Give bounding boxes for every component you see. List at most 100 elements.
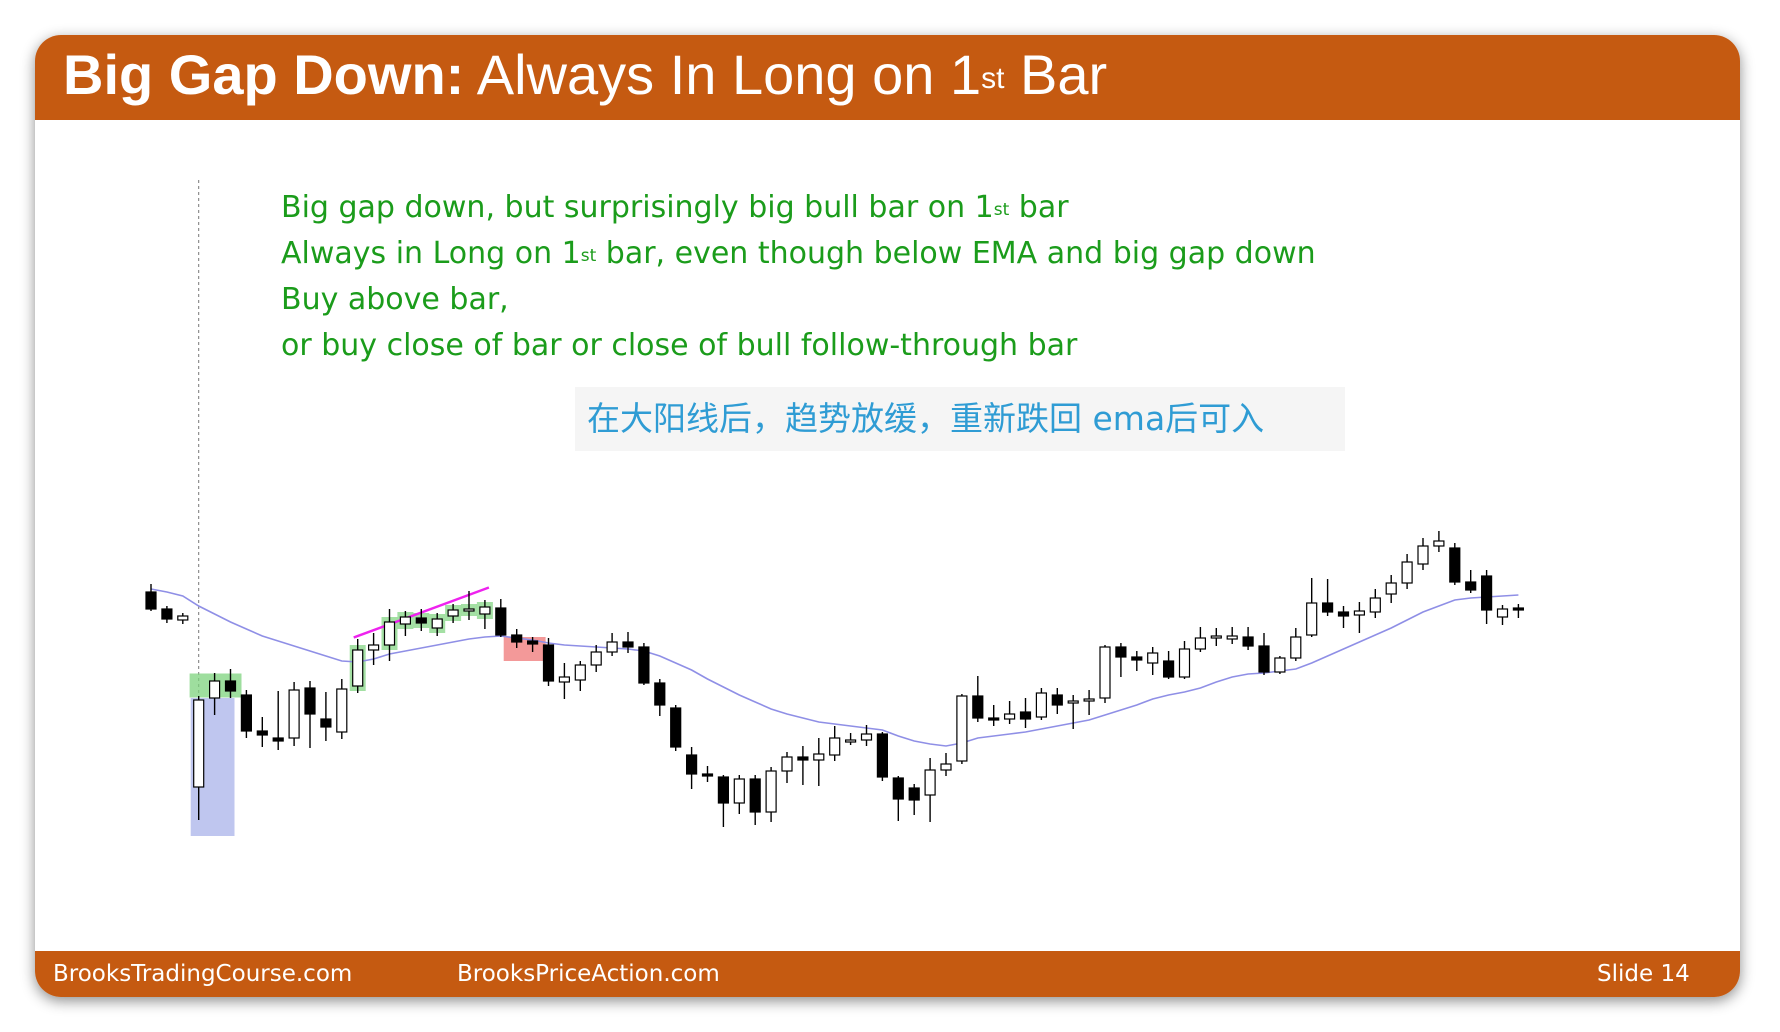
bull-candle (288, 689, 300, 739)
bull-candle (1099, 646, 1111, 699)
bear-candle (1321, 602, 1334, 613)
bear-candle (797, 756, 809, 761)
annotation-line-1-end: bar (1009, 190, 1069, 225)
annotation-line-2-end: bar, even though below EMA and big gap d… (596, 236, 1316, 271)
bull-candle (1035, 692, 1048, 718)
bull-candle (574, 664, 586, 681)
bull-candle (1401, 561, 1413, 584)
bull-candle (733, 778, 745, 804)
price-chart (145, 180, 1525, 836)
bull-candle (209, 680, 221, 699)
bear-candle (1242, 636, 1254, 647)
bear-candle (908, 787, 920, 801)
annotation-line-1-text: Big gap down, but surprisingly big bull … (281, 190, 994, 225)
title-regular-end: Bar (1004, 43, 1108, 106)
bull-candle (1353, 610, 1366, 616)
bull-candle (781, 756, 793, 772)
annotation-line-2-text: Always in Long on 1 (281, 236, 581, 271)
bear-candle (1162, 660, 1175, 678)
bear-candle (654, 682, 666, 706)
bull-candle (590, 651, 602, 666)
bear-candle (892, 777, 904, 800)
slide: Big Gap Down: Always In Long on 1st Bar … (35, 35, 1740, 997)
bull-candle (1385, 582, 1397, 595)
bear-candle (638, 646, 650, 684)
bull-candle (1210, 635, 1222, 639)
bear-candle (511, 634, 523, 643)
bull-candle (177, 615, 189, 621)
bear-candle (415, 617, 427, 624)
slide-title: Big Gap Down: Always In Long on 1st Bar (63, 39, 1107, 111)
bull-candle (813, 753, 825, 761)
bull-candle (368, 644, 380, 651)
bear-candle (1131, 656, 1143, 661)
footer-site-middle: BrooksPriceAction.com (457, 961, 720, 987)
bear-candle (972, 695, 984, 719)
bear-candle (1465, 581, 1477, 591)
bull-candle (860, 733, 873, 741)
bull-candle (1369, 597, 1381, 613)
bull-candle (844, 739, 857, 743)
bear-candle (1449, 547, 1461, 583)
bull-candle (1178, 648, 1191, 678)
bear-candle (1115, 646, 1127, 658)
bull-candle (1417, 545, 1429, 565)
footer-site-left: BrooksTradingCourse.com (53, 961, 353, 987)
annotation-line-1-sup: st (993, 200, 1010, 220)
bull-candle (1306, 602, 1318, 636)
bull-candle (1147, 652, 1159, 664)
bull-candle (1226, 635, 1238, 640)
bear-candle (701, 773, 714, 777)
title-regular: Always In Long on 1 (476, 43, 982, 106)
chinese-note: 在大阳线后，趋势放缓，重新跌回 ema后可入 (575, 387, 1345, 451)
bear-candle (304, 687, 316, 715)
bull-candle (940, 763, 952, 771)
bull-candle (431, 618, 443, 629)
bear-candle (240, 694, 252, 732)
bull-candle (1433, 540, 1445, 547)
bear-candle (622, 641, 634, 648)
slide-number: Slide 14 (1597, 961, 1690, 987)
bull-candle (193, 699, 205, 788)
title-bold: Big Gap Down: (63, 43, 465, 106)
bear-candle (988, 717, 1000, 721)
bull-candle (956, 695, 968, 762)
bull-candle (1067, 700, 1079, 704)
bear-candle (145, 591, 157, 610)
annotation-line-2-sup: st (580, 246, 597, 266)
bear-candle (1512, 607, 1525, 611)
bear-candle (670, 707, 682, 748)
bull-candle (829, 737, 841, 756)
bear-candle (527, 640, 539, 645)
bull-candle (1496, 608, 1509, 618)
bear-candle (717, 776, 730, 804)
bull-candle (1194, 637, 1207, 650)
bull-candle (558, 676, 571, 683)
bull-candle (1274, 657, 1286, 673)
annotation-line-1: Big gap down, but surprisingly big bull … (281, 185, 1316, 231)
bear-candle (256, 730, 268, 736)
annotation-line-2: Always in Long on 1st bar, even though b… (281, 231, 1316, 277)
bull-candle (1083, 698, 1095, 702)
bull-candle (399, 616, 411, 625)
bear-candle (495, 607, 507, 636)
bear-candle (1019, 711, 1032, 720)
bear-candle (1480, 575, 1493, 611)
bull-candle (1003, 713, 1016, 720)
bull-candle (924, 769, 936, 796)
bull-candle (479, 606, 491, 615)
ema-line (150, 588, 1519, 747)
bear-candle (224, 680, 237, 692)
bear-candle (1051, 694, 1063, 706)
bull-candle (336, 688, 348, 733)
bear-candle (161, 608, 173, 620)
bear-candle (1337, 611, 1350, 617)
title-sup: st (981, 62, 1005, 95)
bull-candle (352, 649, 364, 687)
annotation-line-4: or buy close of bar or close of bull fol… (281, 328, 1078, 363)
bear-candle (749, 778, 761, 813)
bull-candle (383, 621, 396, 646)
bull-candle (606, 641, 618, 653)
annotation-line-3: Buy above bar, (281, 282, 509, 317)
bull-candle (1290, 636, 1302, 659)
